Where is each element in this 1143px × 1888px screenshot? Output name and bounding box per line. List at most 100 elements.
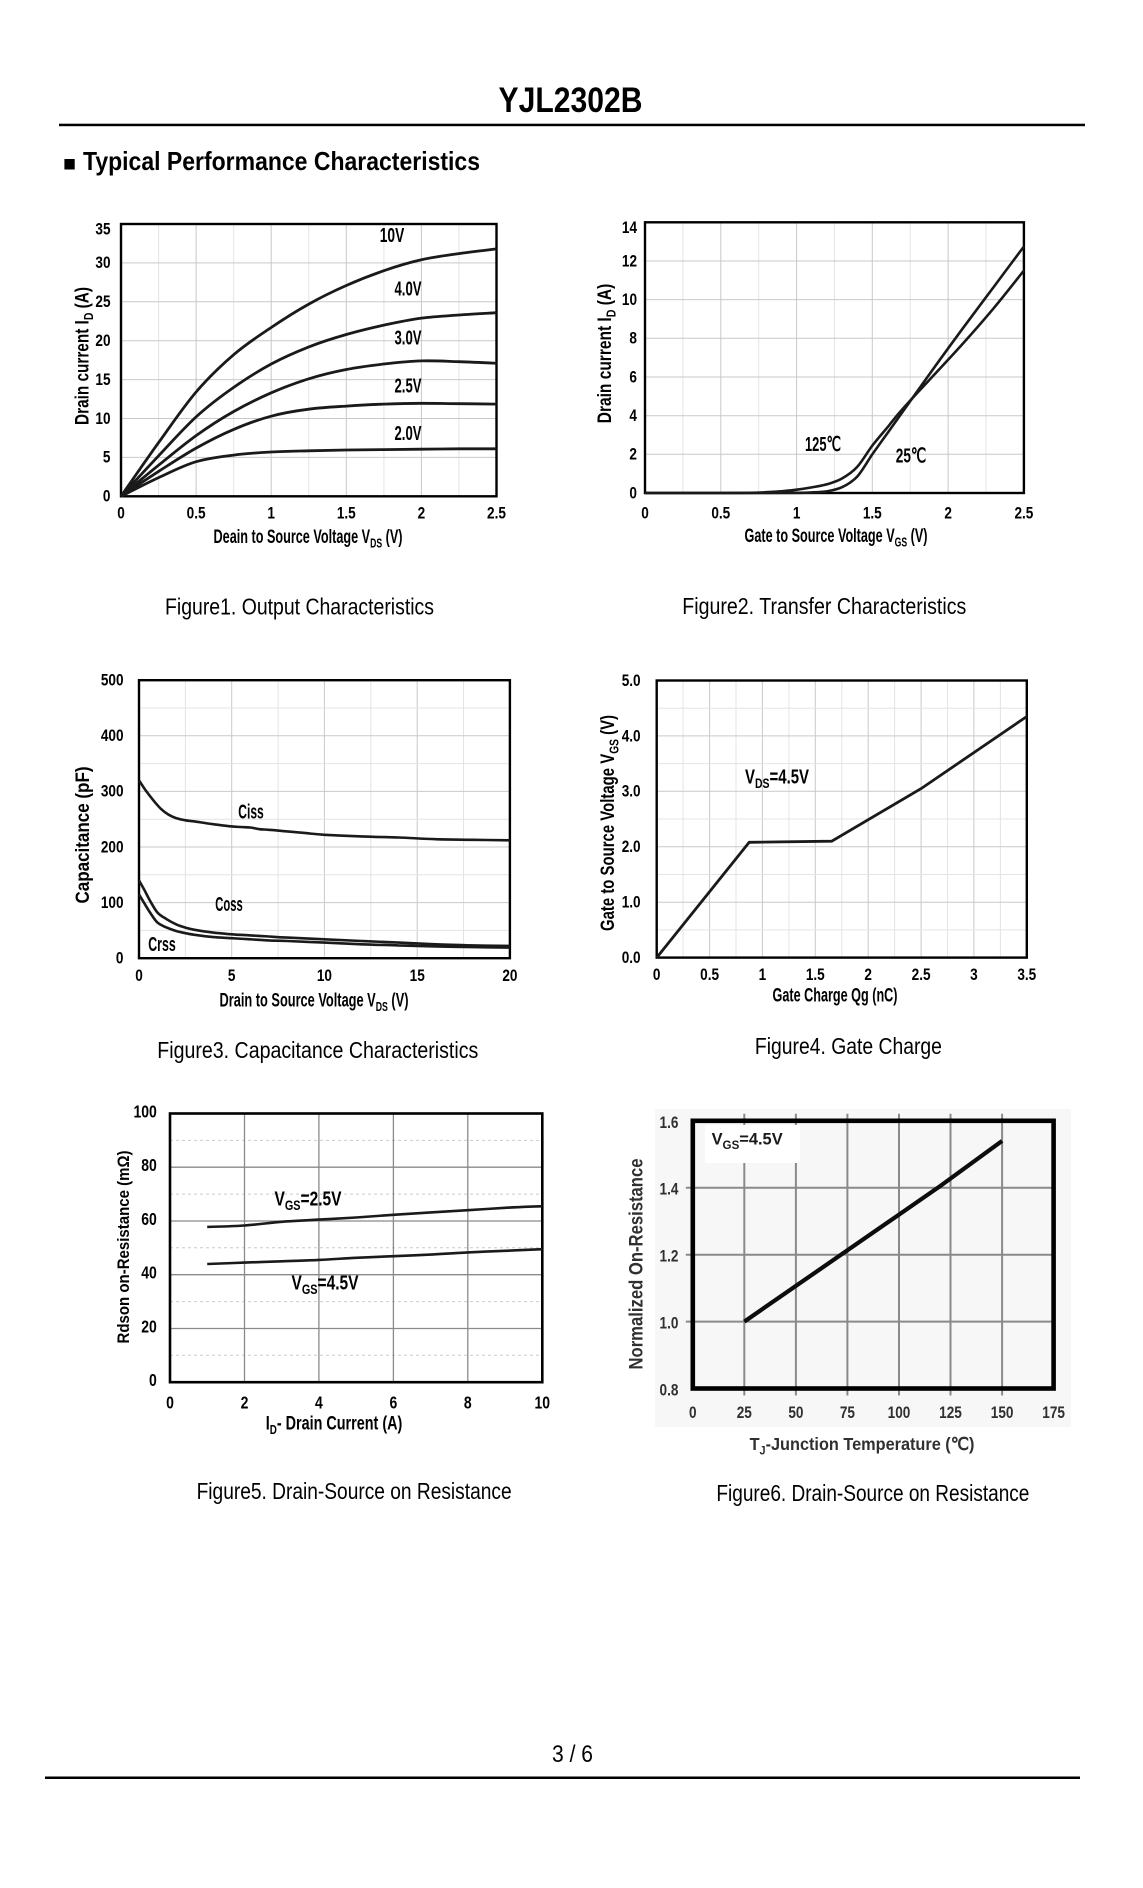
- svg-text:20: 20: [141, 1318, 157, 1337]
- svg-text:Figure1. Output Characteristi: Figure1. Output Characteristics: [165, 594, 434, 620]
- svg-text:3.5: 3.5: [1017, 966, 1036, 985]
- svg-text:VDS=4.5V: VDS=4.5V: [745, 765, 809, 791]
- svg-text:Figure5. Drain-Source on Resis: Figure5. Drain-Source on Resistance: [197, 1478, 512, 1504]
- svg-text:0: 0: [149, 1372, 157, 1391]
- svg-text:5: 5: [228, 967, 236, 986]
- svg-text:ID- Drain Current (A): ID- Drain Current (A): [266, 1413, 403, 1438]
- svg-text:0: 0: [103, 487, 111, 506]
- svg-text:0: 0: [116, 949, 124, 968]
- svg-text:Rdson on-Resistance (mΩ): Rdson on-Resistance (mΩ): [114, 1151, 133, 1344]
- svg-text:1: 1: [793, 504, 801, 523]
- svg-text:14: 14: [622, 218, 638, 237]
- svg-text:2.0V: 2.0V: [395, 423, 422, 445]
- svg-text:1.5: 1.5: [863, 504, 882, 523]
- svg-text:35: 35: [95, 220, 111, 239]
- svg-text:10: 10: [95, 409, 110, 428]
- svg-text:0.5: 0.5: [711, 504, 730, 523]
- svg-text:Coss: Coss: [215, 894, 243, 916]
- svg-text:Drain current ID (A): Drain current ID (A): [593, 284, 618, 423]
- svg-text:2.5: 2.5: [912, 966, 931, 985]
- svg-text:125℃: 125℃: [805, 434, 841, 456]
- svg-text:2: 2: [241, 1394, 249, 1413]
- svg-text:Typical Performance Characteri: Typical Performance Characteristics: [83, 146, 480, 176]
- svg-text:3: 3: [970, 966, 978, 985]
- svg-text:0.5: 0.5: [700, 966, 719, 985]
- svg-text:75: 75: [840, 1404, 856, 1423]
- svg-text:VGS=2.5V: VGS=2.5V: [274, 1188, 341, 1214]
- svg-text:1.6: 1.6: [660, 1113, 679, 1132]
- svg-text:0.0: 0.0: [622, 949, 641, 968]
- svg-text:12: 12: [622, 252, 637, 271]
- svg-text:0: 0: [135, 967, 143, 986]
- svg-text:YJL2302B: YJL2302B: [499, 81, 643, 120]
- svg-text:Figure2. Transfer Characteris: Figure2. Transfer Characteristics: [682, 593, 966, 619]
- svg-text:Gate Charge Qg (nC): Gate Charge Qg (nC): [773, 986, 898, 1007]
- svg-text:100: 100: [133, 1103, 157, 1122]
- svg-text:8: 8: [464, 1394, 472, 1413]
- svg-text:3 / 6: 3 / 6: [552, 1741, 593, 1768]
- svg-text:5.0: 5.0: [622, 672, 641, 691]
- svg-text:1.5: 1.5: [337, 504, 356, 523]
- svg-text:0: 0: [117, 504, 125, 523]
- svg-text:Crss: Crss: [148, 934, 176, 956]
- svg-text:40: 40: [141, 1264, 157, 1283]
- svg-text:0: 0: [629, 484, 637, 503]
- svg-text:2: 2: [629, 445, 637, 464]
- svg-text:TJ-Junction Temperature (℃): TJ-Junction Temperature (℃): [750, 1433, 975, 1457]
- svg-text:25℃: 25℃: [896, 446, 927, 468]
- svg-text:2: 2: [864, 966, 872, 985]
- svg-text:3.0V: 3.0V: [395, 328, 422, 350]
- svg-text:100: 100: [101, 894, 124, 913]
- svg-text:80: 80: [141, 1157, 157, 1176]
- svg-text:Figure3. Capacitance Characte: Figure3. Capacitance Characteristics: [157, 1037, 478, 1063]
- svg-text:4.0V: 4.0V: [395, 279, 422, 301]
- svg-text:Ciss: Ciss: [238, 802, 264, 824]
- svg-text:5: 5: [103, 448, 111, 467]
- svg-text:Figure4. Gate Charge: Figure4. Gate Charge: [755, 1033, 942, 1059]
- svg-text:6: 6: [629, 368, 637, 387]
- svg-text:1: 1: [267, 504, 275, 523]
- svg-text:VGS=4.5V: VGS=4.5V: [291, 1272, 358, 1298]
- svg-text:20: 20: [95, 332, 110, 351]
- svg-text:50: 50: [788, 1404, 803, 1423]
- svg-text:10: 10: [622, 291, 637, 310]
- svg-text:60: 60: [141, 1211, 157, 1230]
- svg-text:100: 100: [888, 1404, 911, 1423]
- svg-text:1.2: 1.2: [660, 1247, 679, 1266]
- svg-text:4.0: 4.0: [622, 727, 641, 746]
- svg-text:4: 4: [315, 1394, 323, 1413]
- svg-text:10: 10: [535, 1394, 551, 1413]
- svg-text:20: 20: [502, 967, 517, 986]
- svg-text:8: 8: [629, 329, 637, 348]
- svg-text:4: 4: [629, 407, 637, 426]
- svg-text:2.5: 2.5: [487, 504, 506, 523]
- svg-text:2: 2: [418, 504, 426, 523]
- svg-text:1.4: 1.4: [660, 1180, 679, 1199]
- svg-text:Figure6. Drain-Source on Resis: Figure6. Drain-Source on Resistance: [716, 1480, 1029, 1506]
- svg-text:1: 1: [759, 966, 767, 985]
- svg-text:25: 25: [737, 1404, 753, 1423]
- svg-text:15: 15: [95, 371, 111, 390]
- svg-text:300: 300: [101, 782, 124, 801]
- svg-text:0: 0: [689, 1404, 697, 1423]
- svg-text:2.5: 2.5: [1014, 504, 1033, 523]
- svg-text:150: 150: [991, 1404, 1014, 1423]
- svg-text:15: 15: [410, 967, 426, 986]
- svg-text:1.0: 1.0: [660, 1314, 679, 1333]
- svg-text:0: 0: [641, 504, 649, 523]
- svg-text:2.5V: 2.5V: [395, 375, 422, 397]
- svg-text:2: 2: [944, 504, 952, 523]
- svg-text:175: 175: [1042, 1404, 1065, 1423]
- svg-text:1.5: 1.5: [806, 966, 825, 985]
- svg-text:125: 125: [939, 1404, 962, 1423]
- svg-text:Capacitance (pF): Capacitance (pF): [73, 767, 94, 904]
- svg-text:Drain current ID (A): Drain current ID (A): [71, 287, 96, 425]
- svg-text:2.0: 2.0: [622, 838, 641, 857]
- svg-text:0.5: 0.5: [187, 504, 206, 523]
- svg-text:Normalized On-Resistance: Normalized On-Resistance: [627, 1159, 648, 1370]
- svg-text:Gate to Source Voltage VGS (V): Gate to Source Voltage VGS (V): [745, 526, 928, 551]
- svg-text:500: 500: [101, 671, 124, 690]
- svg-text:10V: 10V: [380, 225, 405, 247]
- svg-text:400: 400: [101, 727, 124, 746]
- svg-text:0.8: 0.8: [660, 1381, 679, 1400]
